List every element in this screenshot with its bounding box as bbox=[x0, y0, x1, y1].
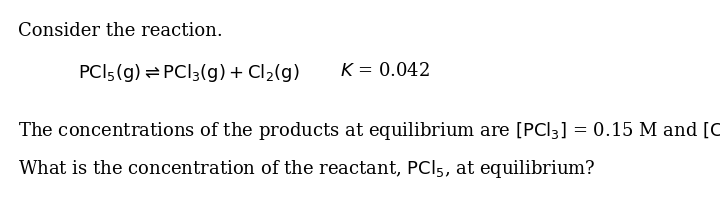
Text: What is the concentration of the reactant, $\mathrm{PCl_5}$, at equilibrium?: What is the concentration of the reactan… bbox=[18, 158, 595, 180]
Text: The concentrations of the products at equilibrium are $\mathrm{[PCl_3]}$ = 0.15 : The concentrations of the products at eq… bbox=[18, 120, 720, 142]
Text: $\mathit{K}$ = 0.042: $\mathit{K}$ = 0.042 bbox=[340, 62, 430, 80]
Text: $\mathrm{PCl_5(g) \rightleftharpoons PCl_3(g) + Cl_2(g)}$: $\mathrm{PCl_5(g) \rightleftharpoons PCl… bbox=[78, 62, 300, 84]
Text: Consider the reaction.: Consider the reaction. bbox=[18, 22, 222, 40]
